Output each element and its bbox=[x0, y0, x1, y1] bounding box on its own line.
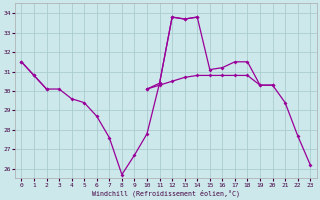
X-axis label: Windchill (Refroidissement éolien,°C): Windchill (Refroidissement éolien,°C) bbox=[92, 189, 240, 197]
